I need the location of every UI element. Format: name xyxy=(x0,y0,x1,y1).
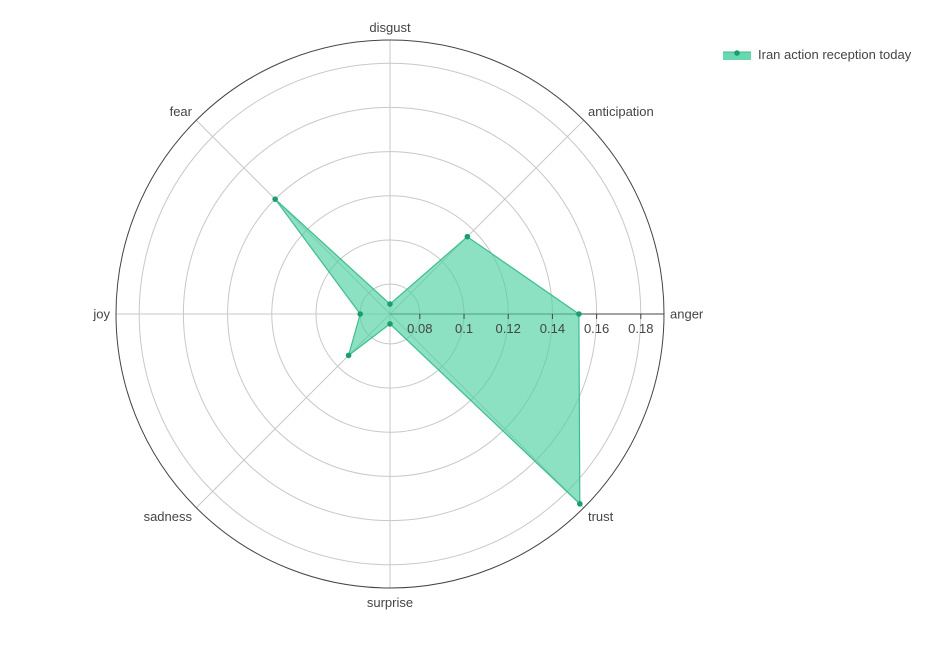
tick-layer: 0.08 0.1 0.12 0.14 0.16 0.18 xyxy=(407,314,653,336)
data-point-joy[interactable] xyxy=(357,311,363,317)
legend-marker xyxy=(734,50,740,56)
category-label-disgust: disgust xyxy=(369,20,411,35)
radial-tick-label: 0.18 xyxy=(628,321,653,336)
outer-ring xyxy=(115,39,665,589)
legend-swatch xyxy=(723,52,751,60)
category-label-layer: anger anticipation disgust fear joy sadness su… xyxy=(92,20,704,610)
category-label-surprise: surprise xyxy=(367,595,413,610)
category-label-anticipation: anticipation xyxy=(588,104,654,119)
data-point-trust[interactable] xyxy=(577,501,583,507)
legend[interactable]: Iran action reception today xyxy=(723,47,912,62)
radial-tick-label: 0.1 xyxy=(455,321,473,336)
radial-tick-label: 0.08 xyxy=(407,321,432,336)
radial-tick-label: 0.14 xyxy=(540,321,565,336)
data-point-sadness[interactable] xyxy=(345,352,352,359)
legend-item[interactable]: Iran action reception today xyxy=(723,47,912,62)
radial-tick-label: 0.12 xyxy=(496,321,521,336)
category-label-joy: joy xyxy=(92,307,110,322)
data-point-disgust[interactable] xyxy=(387,301,393,307)
category-label-anger: anger xyxy=(670,307,704,322)
legend-label: Iran action reception today xyxy=(758,47,912,62)
category-label-fear: fear xyxy=(170,104,193,119)
data-point-fear[interactable] xyxy=(272,196,278,202)
data-point-surprise[interactable] xyxy=(387,321,393,327)
data-point-anger[interactable] xyxy=(576,311,582,317)
series-layer xyxy=(272,196,583,507)
radial-tick-label: 0.16 xyxy=(584,321,609,336)
series-area xyxy=(274,198,581,506)
category-label-sadness: sadness xyxy=(144,509,193,524)
data-point-anticipation[interactable] xyxy=(464,233,471,240)
category-label-trust: trust xyxy=(588,509,614,524)
